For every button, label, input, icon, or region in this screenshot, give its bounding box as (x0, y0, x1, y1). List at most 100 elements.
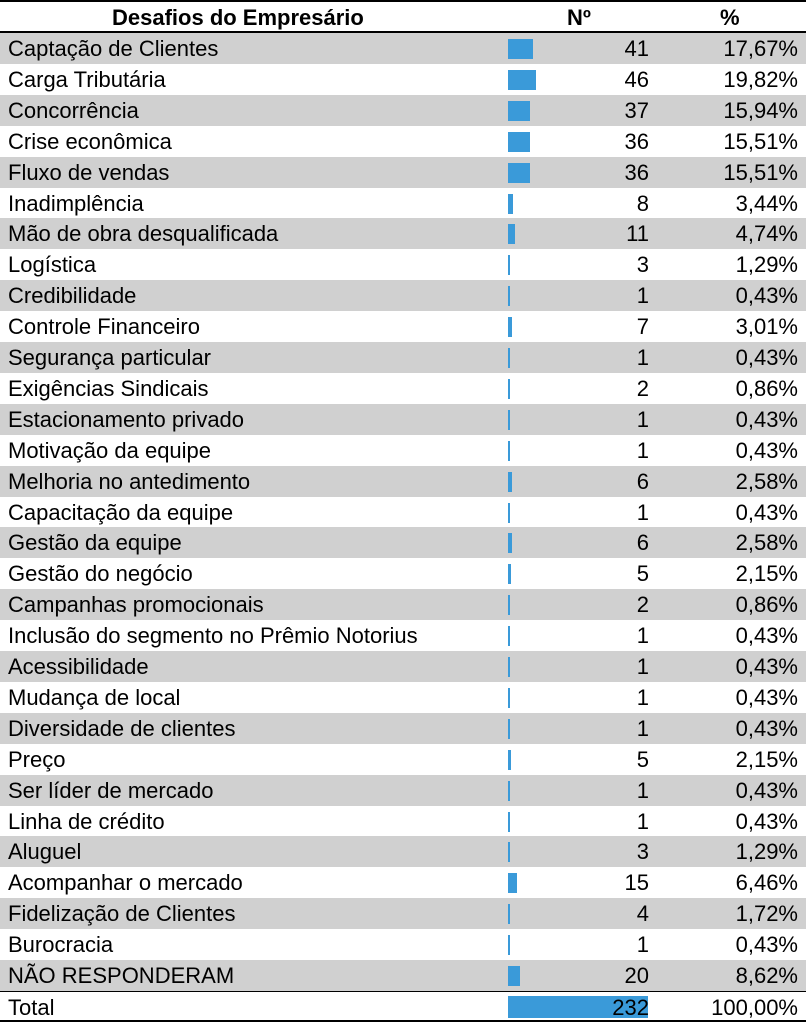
table-row: Motivação da equipe 1 0,43% (0, 435, 806, 466)
row-label: Mudança de local (8, 684, 181, 710)
data-bar (508, 749, 512, 770)
data-bar (508, 378, 510, 399)
row-label: Inadimplência (8, 190, 144, 216)
data-bar (508, 100, 531, 121)
row-percent: 17,67% (723, 36, 798, 61)
table-row: Estacionamento privado 1 0,43% (0, 403, 806, 435)
table-row: Crise econômica 36 15,51% (0, 126, 806, 157)
table-row: Exigências Sindicais 2 0,86% (0, 373, 806, 404)
row-count: 1 (636, 283, 649, 309)
table-row: Ser líder de mercado 1 0,43% (0, 774, 806, 806)
row-count: 7 (636, 314, 649, 340)
row-percent: 2,15% (735, 561, 798, 587)
row-count: 41 (624, 36, 649, 61)
table-row: Inclusão do segmento no Prêmio Notorius 1… (0, 620, 806, 651)
table-row: Fluxo de vendas 36 15,51% (0, 156, 806, 188)
table-row: Fidelização de Clientes 4 1,72% (0, 898, 806, 930)
data-bar (508, 409, 510, 430)
table-row: Mão de obra desqualificada 11 4,74% (0, 218, 806, 250)
row-percent: 0,43% (735, 623, 798, 649)
data-bar (508, 317, 513, 338)
row-percent: 1,29% (735, 252, 798, 278)
data-bar (508, 995, 648, 1018)
data-bar (508, 904, 511, 925)
data-bar (508, 69, 536, 90)
row-percent: 0,43% (735, 932, 798, 958)
total-row: Total 232 100,00% (0, 990, 806, 1022)
row-percent: 15,51% (723, 159, 798, 185)
row-percent: 6,46% (735, 870, 798, 896)
row-count: 1 (636, 808, 649, 834)
row-count: 1 (636, 499, 649, 525)
row-percent: 0,43% (735, 654, 798, 679)
row-label: Acessibilidade (8, 654, 149, 679)
row-label: Logística (8, 252, 97, 278)
row-label: Acompanhar o mercado (8, 870, 243, 896)
table-row: Preço 5 2,15% (0, 744, 806, 775)
table-row: Inadimplência 8 3,44% (0, 188, 806, 219)
row-label: Preço (8, 746, 66, 772)
row-count: 1 (636, 437, 649, 463)
data-bar (508, 687, 510, 708)
row-label: Concorrência (8, 97, 139, 123)
row-count: 1 (636, 777, 649, 803)
data-bar (508, 471, 512, 492)
row-percent: 15,51% (723, 128, 798, 154)
table-row: Aluguel 3 1,29% (0, 836, 806, 868)
row-label: Total (8, 994, 55, 1020)
data-bar (508, 842, 510, 863)
row-percent: 2,15% (735, 746, 798, 772)
row-percent: 2,58% (735, 530, 798, 556)
data-bar (508, 286, 510, 307)
row-percent: 0,43% (735, 808, 798, 834)
row-count: 36 (624, 159, 649, 185)
data-bar (508, 595, 510, 616)
data-bar (508, 626, 510, 647)
table-row: Gestão da equipe 6 2,58% (0, 527, 806, 559)
table-row: Controle Financeiro 7 3,01% (0, 311, 806, 342)
row-count: 15 (624, 870, 649, 896)
row-count: 4 (636, 901, 649, 927)
row-count: 6 (636, 530, 649, 556)
row-count: 232 (612, 994, 649, 1020)
row-count: 20 (624, 963, 649, 988)
table-row: Credibilidade 1 0,43% (0, 280, 806, 312)
row-label: Diversidade de clientes (8, 715, 236, 741)
row-percent: 4,74% (735, 221, 798, 247)
table-row: Segurança particular 1 0,43% (0, 342, 806, 373)
row-label: Inclusão do segmento no Prêmio Notorius (8, 623, 418, 649)
row-count: 1 (636, 684, 649, 710)
row-count: 6 (636, 468, 649, 494)
row-count: 5 (636, 746, 649, 772)
row-label: Credibilidade (8, 283, 137, 309)
row-label: Estacionamento privado (8, 406, 245, 432)
row-label: Fidelização de Clientes (8, 901, 236, 927)
row-count: 8 (636, 190, 649, 216)
row-label: NÃO RESPONDERAM (8, 963, 235, 988)
row-count: 1 (636, 406, 649, 432)
data-bar (508, 39, 533, 59)
row-percent: 8,62% (735, 963, 798, 988)
data-bar (508, 718, 510, 739)
table-row: Melhoria no antedimento 6 2,58% (0, 465, 806, 497)
row-count: 11 (626, 221, 649, 247)
data-bar (508, 131, 530, 152)
row-label: Captação de Clientes (8, 36, 219, 61)
data-bar (508, 657, 510, 677)
header-count: Nº (567, 5, 591, 30)
row-percent: 0,43% (735, 345, 798, 370)
row-percent: 0,86% (735, 592, 798, 618)
row-label: Mão de obra desqualificada (8, 221, 279, 247)
row-percent: 100,00% (711, 994, 798, 1020)
row-count: 36 (624, 128, 649, 154)
row-percent: 0,43% (735, 406, 798, 432)
header-challenge: Desafios do Empresário (112, 5, 364, 30)
row-label: Carga Tributária (8, 66, 166, 92)
data-bar (508, 224, 515, 245)
row-percent: 0,43% (735, 499, 798, 525)
row-count: 37 (624, 97, 649, 123)
table-row: Burocracia 1 0,43% (0, 929, 806, 960)
table-row: Carga Tributária 46 19,82% (0, 64, 806, 95)
table-row: Gestão do negócio 5 2,15% (0, 558, 806, 589)
